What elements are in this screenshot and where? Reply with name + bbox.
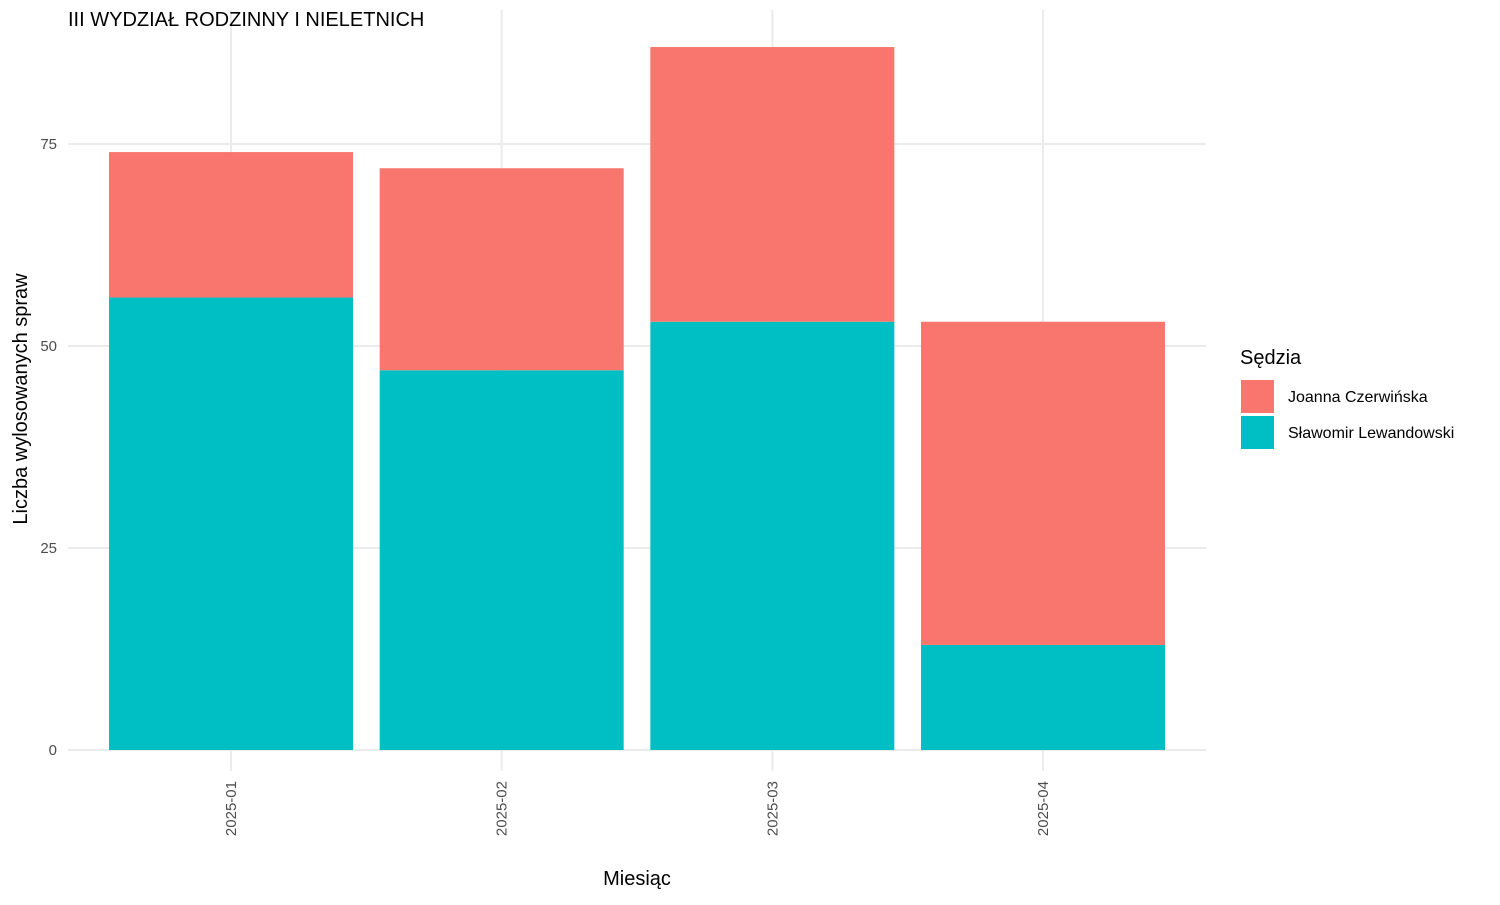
bar-segment [109,152,353,298]
y-tick-label: 50 [40,338,57,355]
y-tick-label: 0 [49,742,57,759]
x-tick-label: 2025-04 [1035,781,1052,836]
legend-items: Joanna Czerwińska Sławomir Lewandowski [1241,380,1454,449]
legend-title: Sędzia [1240,347,1302,369]
bar-segment [379,168,624,371]
x-tick-label: 2025-03 [764,781,781,836]
y-axis-title: Liczba wylosowanych spraw [10,273,32,525]
chart-title: III WYDZIAŁ RODZINNY I NIELETNICH [68,9,424,31]
y-tick-label: 25 [40,540,57,557]
legend-swatch [1241,416,1274,449]
bars [109,47,1166,750]
bar-segment [650,47,895,322]
legend-label: Joanna Czerwińska [1288,389,1428,406]
legend-label: Sławomir Lewandowski [1288,425,1454,442]
y-axis: 0 25 50 75 [40,136,57,759]
x-axis: 2025-01 2025-02 2025-03 2025-04 [223,781,1052,836]
bar-segment [379,370,624,750]
bar-segment [109,297,353,750]
y-tick-label: 75 [40,136,57,153]
legend-swatch [1241,380,1274,413]
legend: Sędzia Joanna Czerwińska Sławomir Lewando… [1240,347,1454,449]
x-tick-label: 2025-02 [494,781,511,836]
bar-segment [650,321,895,750]
x-axis-title: Miesiąc [603,868,671,890]
bar-segment [921,321,1166,645]
x-tick-label: 2025-01 [223,781,240,836]
bar-segment [921,644,1166,750]
